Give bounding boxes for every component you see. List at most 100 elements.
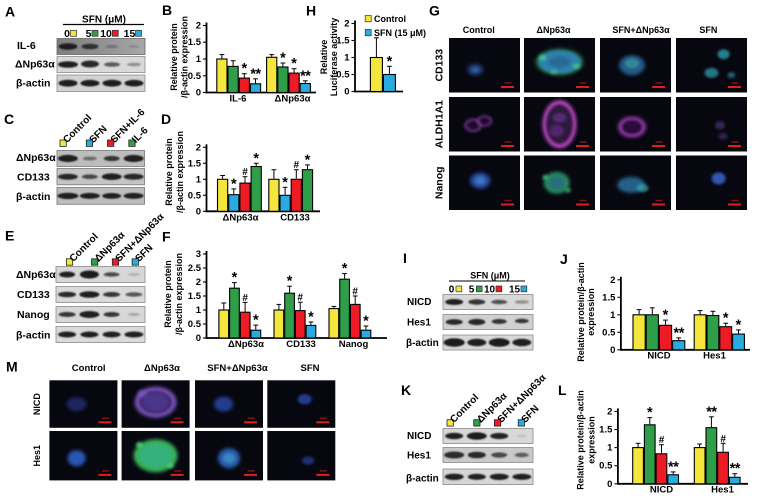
svg-text:5: 5 (469, 284, 475, 295)
svg-text:E: E (5, 227, 14, 243)
svg-text:2: 2 (607, 406, 612, 417)
svg-text:*: * (305, 152, 311, 168)
svg-text:2: 2 (196, 21, 201, 32)
svg-text:*: * (287, 274, 293, 290)
svg-text:1: 1 (196, 54, 202, 65)
svg-text:SFN+ΔNp63α: SFN+ΔNp63α (207, 363, 268, 374)
svg-text:L: L (558, 382, 567, 398)
svg-text:D: D (161, 111, 171, 127)
svg-text:Relative protein/β-actin: Relative protein/β-actin (576, 390, 586, 490)
svg-text:0.5: 0.5 (336, 70, 350, 81)
svg-text:#: # (242, 167, 248, 178)
svg-text:1: 1 (610, 310, 616, 321)
svg-text:Nanog: Nanog (434, 166, 446, 199)
svg-text:3: 3 (196, 249, 201, 260)
svg-text:SFN+ΔNp63α: SFN+ΔNp63α (612, 25, 670, 35)
svg-text:*: * (363, 314, 369, 330)
svg-text:#: # (297, 293, 303, 304)
svg-text:NICD: NICD (647, 351, 670, 362)
svg-text:β-actin: β-actin (16, 330, 50, 342)
svg-text:*: * (231, 176, 237, 192)
svg-text:*: * (723, 311, 729, 327)
svg-text:SFN (15 μM): SFN (15 μM) (374, 28, 426, 38)
svg-text:1: 1 (607, 443, 613, 454)
svg-text:1.5: 1.5 (188, 158, 202, 169)
svg-text:ΔNp63α: ΔNp63α (15, 59, 55, 71)
svg-text:**: ** (730, 461, 741, 477)
svg-text:*: * (241, 61, 247, 77)
svg-text:expression: expression (587, 416, 597, 464)
svg-text:0.5: 0.5 (602, 327, 616, 338)
svg-text:*: * (647, 405, 653, 421)
svg-text:*: * (663, 308, 669, 324)
svg-text:**: ** (674, 325, 685, 341)
svg-text:**: ** (706, 404, 717, 420)
svg-text:1.5: 1.5 (188, 37, 202, 48)
svg-text:5: 5 (86, 28, 92, 40)
svg-text:*: * (280, 51, 286, 67)
svg-text:CD133: CD133 (434, 49, 446, 82)
svg-text:1: 1 (196, 305, 202, 316)
svg-text:F: F (162, 229, 171, 245)
svg-text:2.5: 2.5 (188, 263, 202, 274)
svg-text:Hes1: Hes1 (703, 351, 726, 362)
svg-text:0: 0 (64, 28, 70, 40)
svg-text:*: * (253, 151, 259, 167)
svg-text:H: H (306, 2, 316, 18)
svg-text:Relative protein: Relative protein (163, 260, 173, 328)
svg-text:0: 0 (196, 333, 201, 344)
svg-text:Hes1: Hes1 (711, 485, 734, 496)
svg-text:0.5: 0.5 (188, 319, 202, 330)
svg-text:0: 0 (610, 345, 615, 356)
svg-text:*: * (253, 313, 259, 329)
svg-text:SFN: SFN (699, 25, 717, 35)
svg-text:β-actin: β-actin (16, 78, 50, 90)
svg-text:ΔNp63α: ΔNp63α (536, 25, 570, 35)
svg-text:M: M (6, 359, 18, 375)
svg-text:0: 0 (196, 88, 201, 99)
svg-text:ALDH1A1: ALDH1A1 (434, 100, 446, 149)
svg-text:C: C (4, 111, 14, 127)
svg-text:10: 10 (100, 28, 112, 40)
svg-text:#: # (352, 287, 358, 298)
svg-text:*: * (282, 175, 288, 191)
svg-text:I: I (403, 250, 407, 266)
svg-text:β-actin: β-actin (406, 338, 439, 349)
svg-text:0.5: 0.5 (188, 190, 202, 201)
svg-text:*: * (342, 261, 348, 277)
svg-text:1: 1 (344, 53, 350, 64)
svg-text:NICD: NICD (407, 297, 431, 308)
svg-text:Control: Control (72, 363, 106, 374)
svg-text:15: 15 (509, 284, 521, 295)
svg-text:SFN (μM): SFN (μM) (470, 271, 510, 281)
svg-text:IL-6: IL-6 (230, 94, 247, 105)
svg-text:Hes1: Hes1 (407, 318, 431, 329)
svg-text:*: * (232, 270, 238, 286)
svg-text:10: 10 (484, 284, 496, 295)
svg-text:#: # (242, 293, 248, 304)
svg-text:ΔNp63α: ΔNp63α (16, 269, 56, 281)
svg-text:Relative protein: Relative protein (169, 23, 179, 91)
svg-text:1.5: 1.5 (336, 36, 350, 47)
svg-text:**: ** (668, 459, 679, 475)
svg-text:K: K (401, 382, 411, 398)
svg-text:#: # (294, 160, 300, 171)
svg-text:2: 2 (344, 19, 349, 30)
svg-text:SFN (μM): SFN (μM) (82, 15, 126, 26)
svg-text:*: * (736, 317, 742, 333)
svg-text:**: ** (300, 68, 311, 84)
svg-text:J: J (560, 251, 568, 267)
svg-text:0.5: 0.5 (188, 71, 202, 82)
svg-text:Relative protein: Relative protein (164, 138, 174, 206)
svg-text:**: ** (250, 66, 261, 82)
svg-text:1.5: 1.5 (188, 291, 202, 302)
svg-text:NICD: NICD (650, 485, 673, 496)
svg-text:15: 15 (124, 28, 136, 40)
svg-text:1: 1 (196, 174, 202, 185)
svg-text:*: * (387, 54, 393, 70)
svg-text:0.5: 0.5 (599, 461, 613, 472)
svg-text:NICD: NICD (32, 393, 42, 415)
svg-text:Luciferase activity: Luciferase activity (329, 18, 339, 97)
svg-text:/β-actin expression: /β-actin expression (174, 253, 184, 335)
svg-text:Control: Control (463, 25, 495, 35)
